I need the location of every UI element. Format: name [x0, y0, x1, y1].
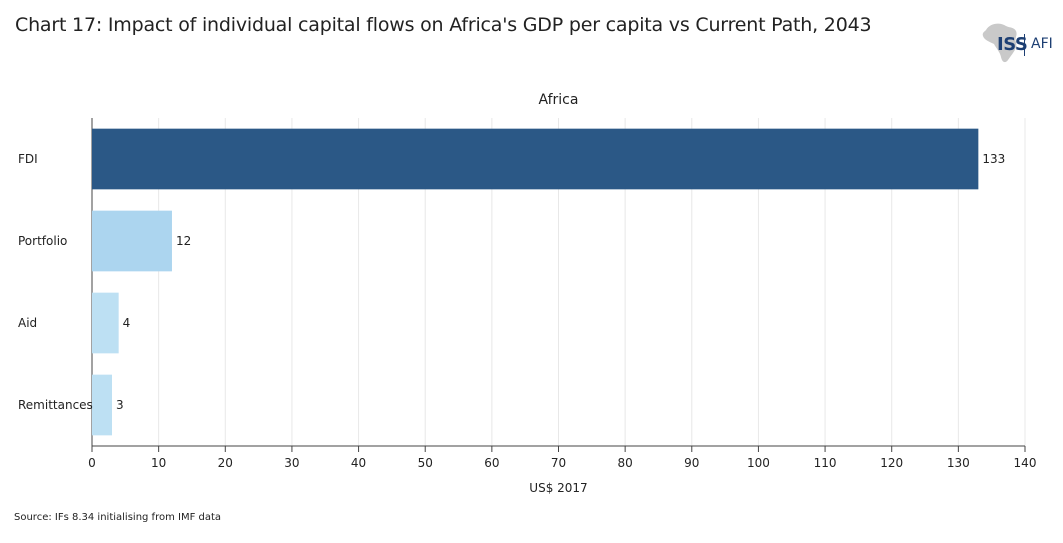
bar-aid	[92, 292, 119, 354]
x-tick-label: 100	[747, 456, 770, 470]
data-label: 12	[176, 234, 191, 248]
logo-iss: ISS	[997, 34, 1028, 55]
bar-remittances	[92, 374, 112, 436]
x-tick-label: 110	[814, 456, 837, 470]
x-tick-label: 40	[351, 456, 366, 470]
x-axis-label: US$ 2017	[529, 481, 587, 495]
x-tick-label: 50	[418, 456, 433, 470]
x-tick-label: 120	[880, 456, 903, 470]
y-category-label: Portfolio	[18, 234, 67, 248]
x-tick-label: 80	[618, 456, 633, 470]
x-tick-label: 130	[947, 456, 970, 470]
data-label: 4	[123, 316, 131, 330]
chart-subtitle: Africa	[539, 92, 579, 108]
bar-portfolio	[92, 210, 172, 272]
x-tick-label: 90	[684, 456, 699, 470]
bar-fdi	[92, 128, 979, 190]
data-label: 133	[982, 152, 1005, 166]
x-tick-label: 30	[284, 456, 299, 470]
source-note: Source: IFs 8.34 initialising from IMF d…	[14, 512, 222, 523]
x-tick-label: 20	[218, 456, 233, 470]
y-category-label: FDI	[18, 152, 38, 166]
africa-map-icon	[982, 23, 1017, 63]
x-tick-label: 140	[1014, 456, 1037, 470]
logo-divider	[1024, 34, 1025, 56]
y-category-label: Aid	[18, 316, 37, 330]
x-tick-label: 60	[484, 456, 499, 470]
chart-title: Chart 17: Impact of individual capital f…	[15, 14, 872, 36]
data-label: 3	[116, 398, 124, 412]
logo-afi: AFI	[1031, 36, 1053, 52]
x-tick-label: 0	[88, 456, 96, 470]
x-tick-label: 10	[151, 456, 166, 470]
y-category-label: Remittances	[18, 398, 93, 412]
bar-chart: Africa 0 10 20 30 40 50 60 70 80 90 100 110 120 130 140…	[18, 92, 1037, 495]
x-tick-label: 70	[551, 456, 566, 470]
